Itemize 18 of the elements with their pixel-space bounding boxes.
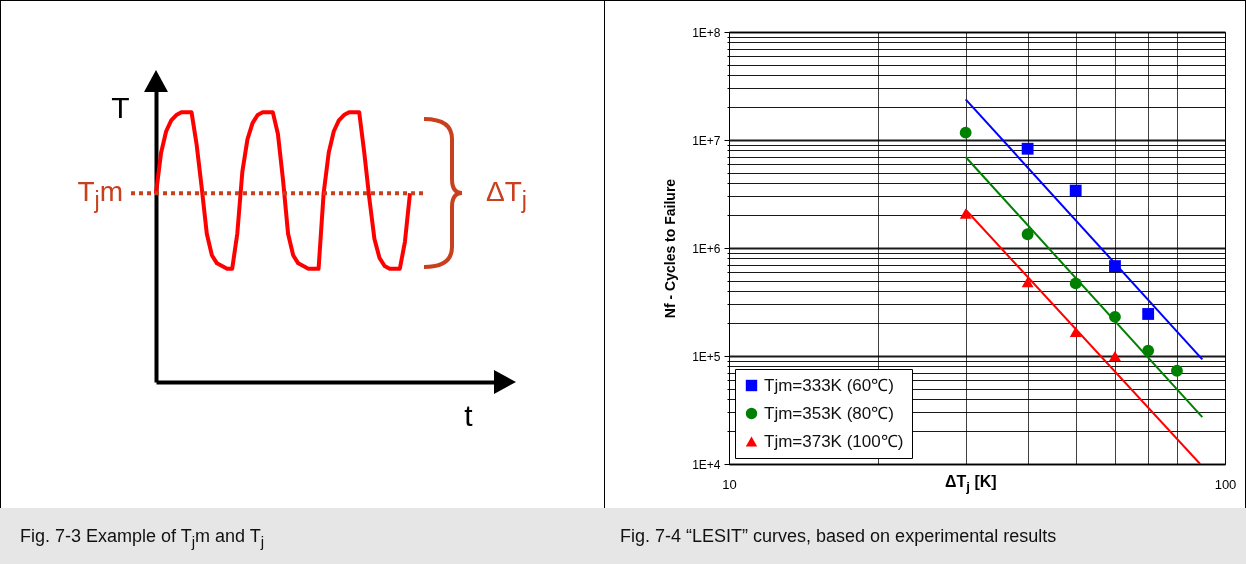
legend-label: Tjm=333K (60℃) [764, 375, 894, 395]
ref-line-label: T$_{j}$m [76, 176, 123, 213]
legend-label: Tjm=373K (100℃) [764, 431, 904, 451]
y-tick-label: 1E+8 [692, 25, 721, 40]
y-tick-label: 1E+4 [692, 457, 721, 472]
y-axis-title: T [111, 90, 130, 124]
text: ΔT$_{j}$ [486, 176, 527, 213]
x-tick-label: 100 [1214, 476, 1237, 492]
caption: Fig. 7-3 Example of T$_{j}$m and T$_{j}$ [20, 526, 265, 550]
x-tick-label: 10 [722, 476, 737, 492]
x-axis-title: ΔT$_{j}$ [K] [945, 473, 997, 495]
y-axis-title: Nf - Cycles to Failure [662, 178, 679, 319]
caption: Fig. 7-4 “LESIT” curves, based on experimental results [620, 526, 1057, 546]
y-tick-label: 1E+6 [692, 241, 721, 256]
legend-label: Tjm=353K (80℃) [764, 403, 894, 423]
y-tick-label: 1E+5 [692, 349, 721, 364]
x-axis-title: t [464, 398, 474, 432]
y-tick-label: 1E+7 [692, 133, 721, 148]
